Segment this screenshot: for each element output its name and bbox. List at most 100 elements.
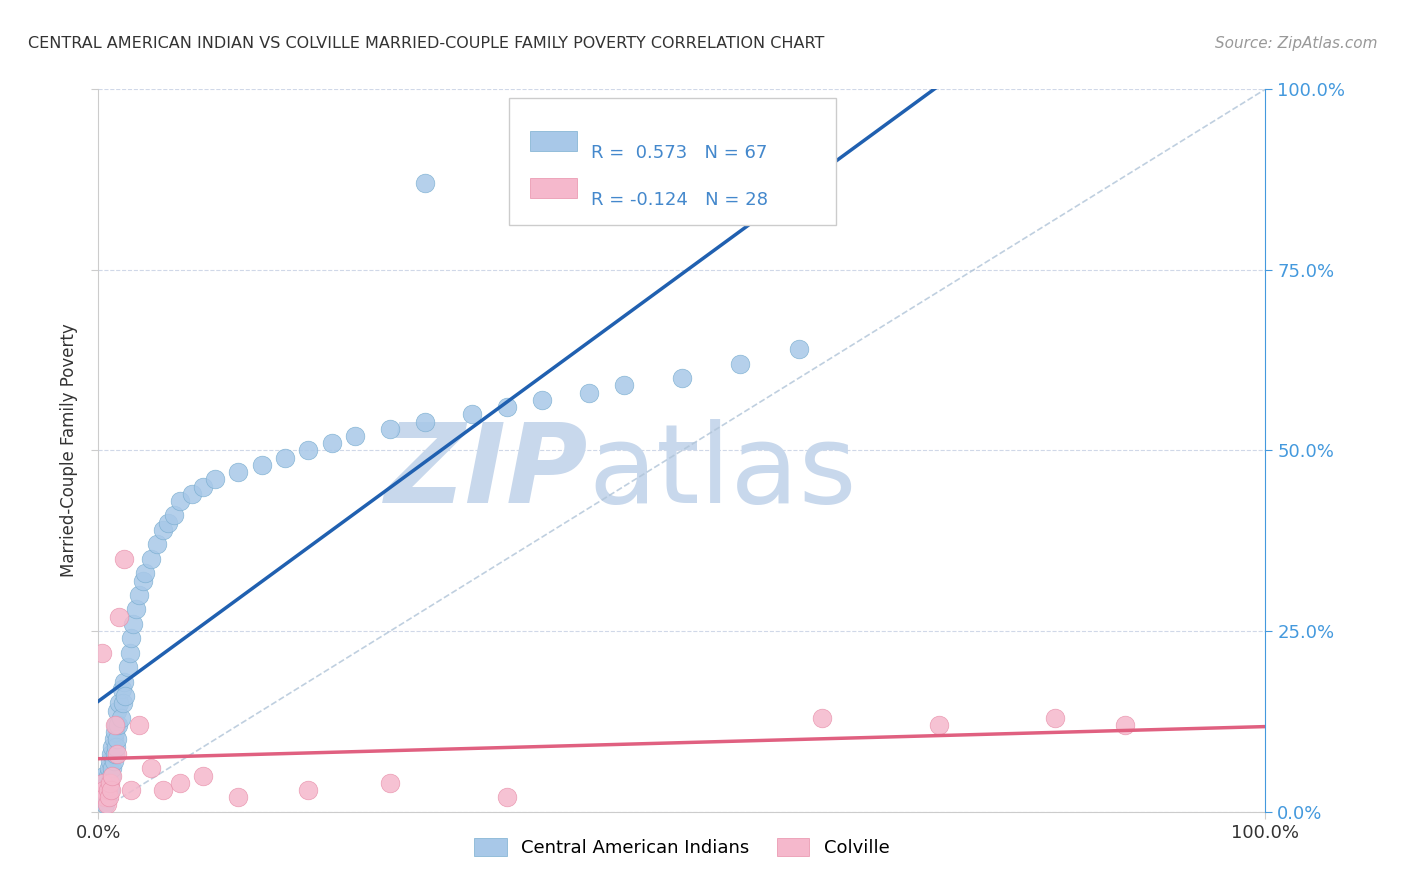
Point — [100, 769, 122, 783]
Point — [96, 790, 118, 805]
Point — [104, 718, 127, 732]
Point — [120, 632, 142, 646]
Point — [1114, 718, 1136, 732]
Text: R = -0.124   N = 28: R = -0.124 N = 28 — [591, 191, 768, 209]
Point — [613, 378, 636, 392]
Point — [97, 776, 120, 790]
Point — [169, 494, 191, 508]
Point — [118, 646, 141, 660]
Point — [146, 537, 169, 551]
Point — [94, 790, 117, 805]
Text: ZIP: ZIP — [385, 418, 589, 525]
Point — [461, 407, 484, 421]
Bar — [530, 130, 576, 151]
Text: R =  0.573   N = 67: R = 0.573 N = 67 — [591, 144, 768, 161]
Point — [671, 371, 693, 385]
Point — [578, 385, 600, 400]
Point — [530, 392, 553, 407]
Point — [104, 725, 127, 739]
Point — [112, 551, 135, 566]
Point — [105, 747, 128, 761]
Text: Source: ZipAtlas.com: Source: ZipAtlas.com — [1215, 36, 1378, 51]
Point — [114, 689, 136, 703]
Point — [380, 422, 402, 436]
Point — [111, 681, 134, 696]
Point — [105, 704, 128, 718]
Point — [122, 616, 145, 631]
Point — [93, 769, 115, 783]
Point — [100, 783, 122, 797]
Point — [112, 674, 135, 689]
Point — [228, 465, 250, 479]
Point — [344, 429, 367, 443]
Point — [120, 783, 142, 797]
Point — [117, 660, 139, 674]
Point — [204, 472, 226, 486]
Legend: Central American Indians, Colville: Central American Indians, Colville — [467, 830, 897, 864]
Point — [104, 747, 127, 761]
Point — [496, 400, 519, 414]
Y-axis label: Married-Couple Family Poverty: Married-Couple Family Poverty — [60, 324, 79, 577]
Point — [98, 783, 121, 797]
Point — [413, 176, 436, 190]
Point — [101, 769, 124, 783]
Point — [157, 516, 180, 530]
Text: atlas: atlas — [589, 418, 858, 525]
Point — [128, 588, 150, 602]
Point — [811, 711, 834, 725]
FancyBboxPatch shape — [509, 98, 837, 225]
Point — [91, 790, 114, 805]
Point — [104, 739, 127, 754]
Point — [94, 783, 117, 797]
Point — [152, 783, 174, 797]
Point — [180, 487, 202, 501]
Point — [413, 415, 436, 429]
Point — [128, 718, 150, 732]
Point — [134, 566, 156, 581]
Point — [103, 732, 125, 747]
Point — [100, 747, 122, 761]
Point — [321, 436, 343, 450]
Point — [90, 776, 112, 790]
Point — [98, 754, 121, 768]
Point — [139, 761, 162, 775]
Point — [105, 732, 128, 747]
Point — [97, 783, 120, 797]
Point — [103, 754, 125, 768]
Point — [107, 718, 129, 732]
Point — [97, 769, 120, 783]
Point — [110, 711, 132, 725]
Point — [139, 551, 162, 566]
Point — [97, 783, 120, 797]
Point — [93, 783, 115, 797]
Point — [97, 761, 120, 775]
Point — [97, 790, 120, 805]
Point — [101, 761, 124, 775]
Point — [250, 458, 273, 472]
Point — [152, 523, 174, 537]
Point — [496, 790, 519, 805]
Point — [108, 696, 131, 710]
Point — [96, 797, 118, 812]
Point — [928, 718, 950, 732]
Point — [108, 609, 131, 624]
Point — [169, 776, 191, 790]
Point — [297, 783, 319, 797]
Point — [93, 783, 115, 797]
Point — [132, 574, 155, 588]
Point — [94, 797, 117, 812]
Point — [193, 480, 215, 494]
Point — [101, 739, 124, 754]
Point — [98, 776, 121, 790]
Point — [274, 450, 297, 465]
Text: CENTRAL AMERICAN INDIAN VS COLVILLE MARRIED-COUPLE FAMILY POVERTY CORRELATION CH: CENTRAL AMERICAN INDIAN VS COLVILLE MARR… — [28, 36, 824, 51]
Point — [96, 776, 118, 790]
Bar — [530, 178, 576, 198]
Point — [90, 646, 112, 660]
Point — [297, 443, 319, 458]
Point — [104, 718, 127, 732]
Point — [228, 790, 250, 805]
Point — [163, 508, 186, 523]
Point — [111, 696, 134, 710]
Point — [1045, 711, 1067, 725]
